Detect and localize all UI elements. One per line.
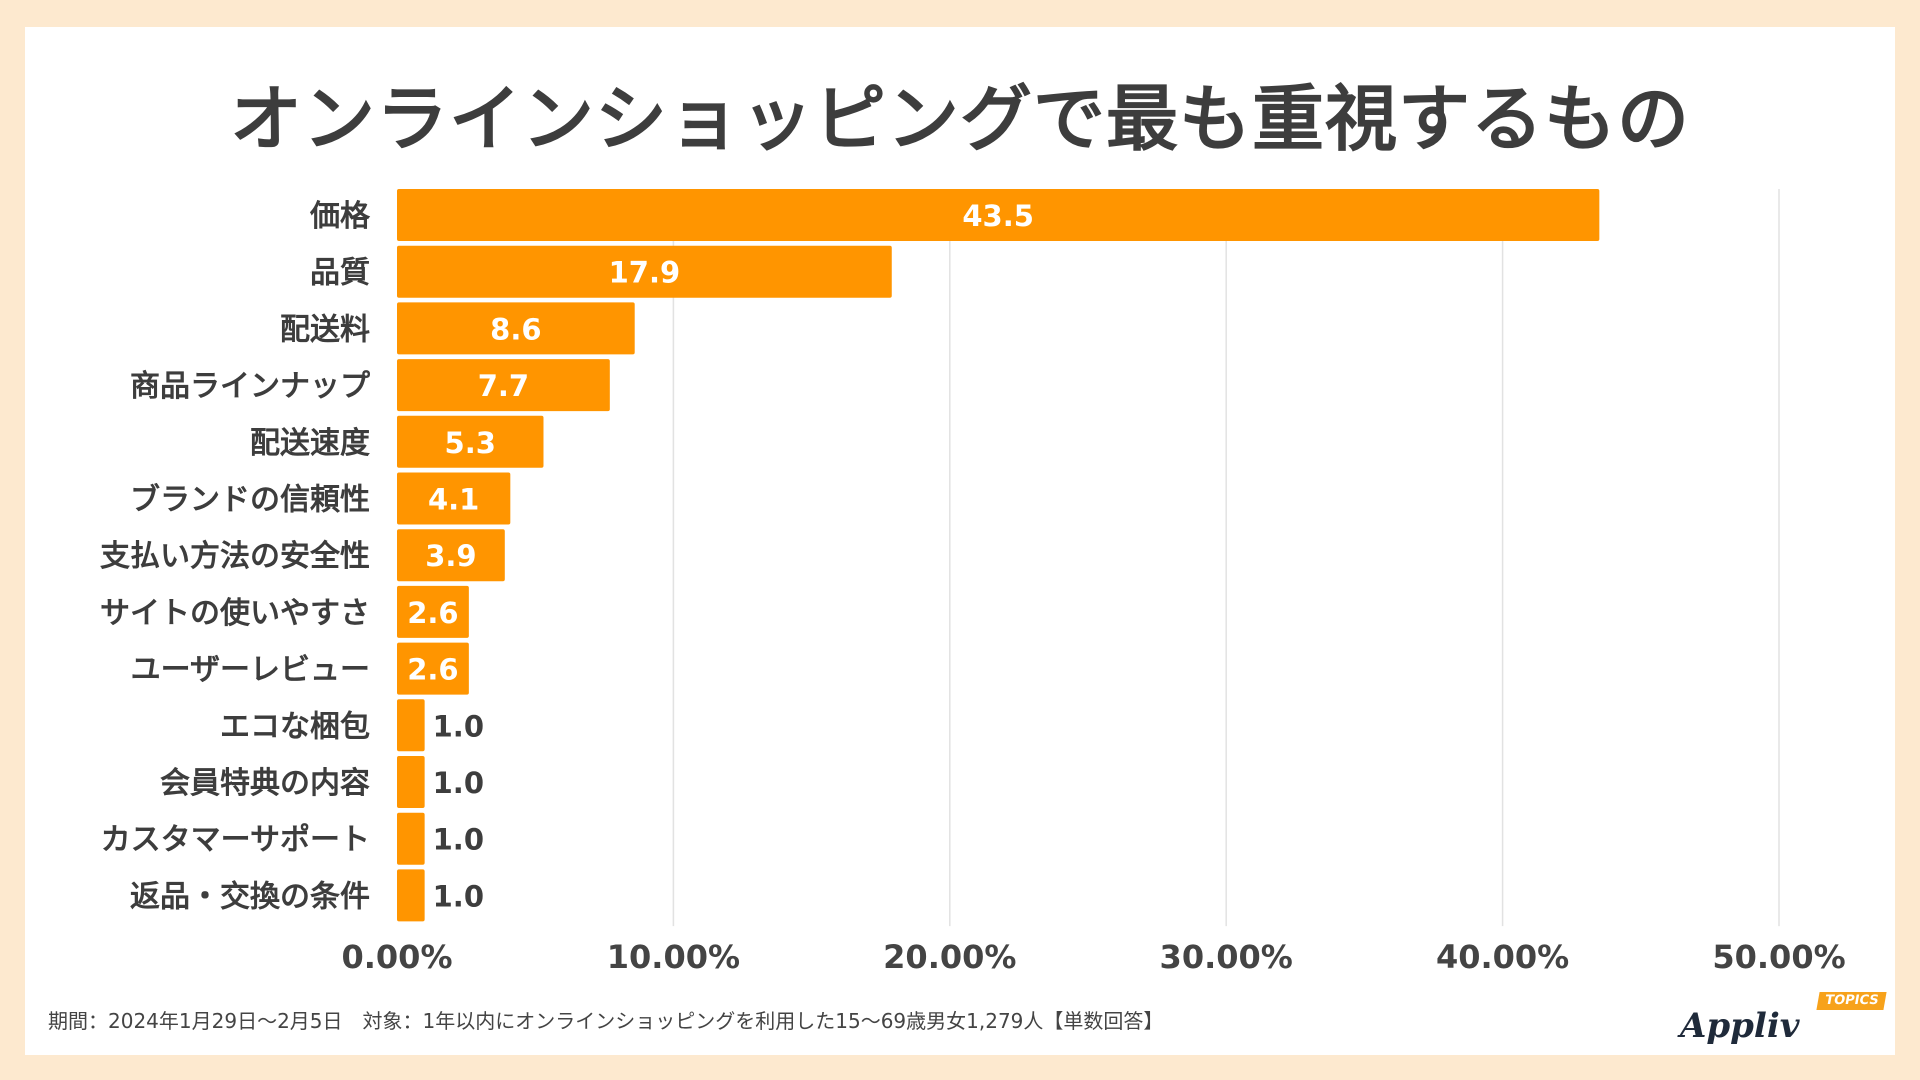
applivtopics-logo: Appliv TOPICS: [1680, 992, 1888, 1052]
data-label: 2.6: [407, 596, 458, 630]
category-label: 配送速度: [250, 426, 370, 461]
category-label: 配送料: [280, 312, 370, 347]
category-label: 商品ラインナップ: [130, 369, 371, 404]
category-label: 返品・交換の条件: [130, 879, 370, 914]
bar: [397, 642, 469, 695]
survey-footnote: 期間：2024年1月29日～2月5日 対象：1年以内にオンラインショッピングを利…: [48, 1009, 1164, 1033]
category-label: 価格: [309, 199, 371, 234]
bar: [397, 415, 544, 468]
bar: [397, 585, 469, 638]
data-label: 3.9: [425, 539, 476, 573]
bar: [397, 812, 425, 865]
bar: [397, 472, 511, 525]
data-label: 1.0: [433, 709, 484, 743]
bar: [397, 189, 1600, 241]
bar: [397, 529, 505, 582]
x-tick-label: 30.00%: [1160, 938, 1293, 976]
category-label: 支払い方法の安全性: [100, 539, 370, 574]
bar: [397, 756, 425, 808]
logo-word: Appliv: [1680, 1006, 1800, 1046]
category-label: エコな梱包: [220, 709, 370, 744]
data-label: 8.6: [490, 312, 541, 346]
data-label: 2.6: [407, 653, 458, 687]
bar: [397, 359, 610, 412]
category-label: 品質: [310, 256, 370, 291]
bar: [397, 302, 635, 355]
category-label: サイトの使いやすさ: [100, 596, 370, 631]
data-label: 1.0: [433, 879, 484, 913]
category-label: カスタマーサポート: [101, 823, 370, 858]
bar: [397, 699, 425, 752]
data-label: 1.0: [433, 766, 484, 800]
x-tick-label: 10.00%: [607, 938, 740, 976]
data-label: 1.0: [433, 823, 484, 857]
bar: [397, 245, 892, 298]
category-label: ユーザーレビュー: [131, 653, 370, 688]
x-tick-label: 20.00%: [883, 938, 1016, 976]
x-tick-label: 50.00%: [1712, 938, 1845, 976]
data-label: 17.9: [609, 256, 681, 290]
x-tick-label: 40.00%: [1436, 938, 1569, 976]
category-label: 会員特典の内容: [160, 766, 370, 801]
data-label: 7.7: [478, 369, 529, 403]
chart-title: オンラインショッピングで最も重視するもの: [229, 77, 1690, 161]
category-label: ブランドの信頼性: [130, 483, 370, 518]
data-label: 43.5: [962, 199, 1034, 233]
bar: [397, 869, 425, 922]
x-tick-label: 0.00%: [341, 938, 452, 976]
logo-badge: TOPICS: [1816, 992, 1888, 1010]
data-label: 5.3: [445, 426, 496, 460]
data-label: 4.1: [428, 483, 479, 517]
